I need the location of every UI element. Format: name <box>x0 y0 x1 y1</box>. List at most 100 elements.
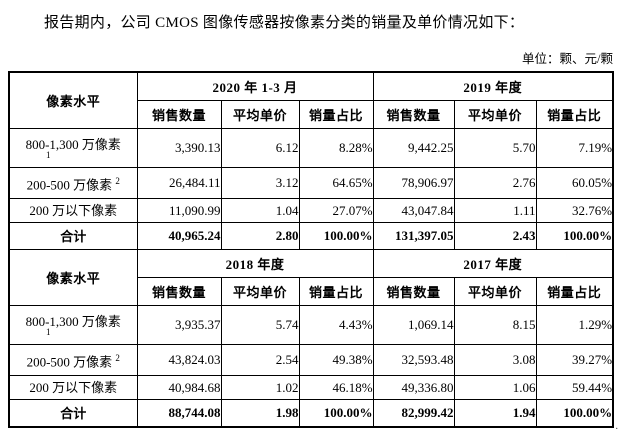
cell-value: 100.00% <box>535 399 614 428</box>
cmos-sales-table: 像素水平 2020 年 1-3 月 2019 年度 销售数量 平均单价 销量占比… <box>8 71 615 428</box>
row-label-text: 800-1,300 万像素 <box>25 136 121 152</box>
cell-value: 1.11 <box>453 198 537 223</box>
subheader-sales-quantity: 销售数量 <box>136 100 222 129</box>
cell-value: 32,593.48 <box>372 344 455 376</box>
cell-value: 11,090.99 <box>136 198 222 223</box>
cell-value: 4.43% <box>298 305 374 345</box>
cell-value: 100.00% <box>298 222 374 250</box>
cell-value: 7.19% <box>535 128 614 168</box>
cell-value: 60.05% <box>535 167 614 199</box>
table-row: 200 万以下像素 11,090.99 1.04 27.07% 43,047.8… <box>8 198 614 223</box>
row-label-total: 合计 <box>8 399 138 428</box>
row-label-text: 200 万以下像素 <box>29 203 118 218</box>
table-row: 800-1,300 万像素 1 3,935.37 5.74 4.43% 1,06… <box>8 305 614 345</box>
row-label-total: 合计 <box>8 222 138 250</box>
footnote-marker-below: 1 <box>46 326 51 337</box>
cell-value: 78,906.97 <box>372 167 455 199</box>
cell-value: 3,390.13 <box>136 128 222 168</box>
cell-value: 40,984.68 <box>136 375 222 400</box>
cell-value: 3,935.37 <box>136 305 222 345</box>
cell-value: 1.98 <box>220 399 300 428</box>
unit-label: 单位：颗、元/颗 <box>522 52 613 66</box>
stray-period-mark: . <box>615 421 619 432</box>
cell-value: 43,047.84 <box>372 198 455 223</box>
header-row-periods-1: 像素水平 2020 年 1-3 月 2019 年度 <box>8 71 614 129</box>
cell-value: 3.12 <box>220 167 300 199</box>
subheader-sales-quantity: 销售数量 <box>372 277 455 306</box>
cell-value: 43,824.03 <box>136 344 222 376</box>
cell-value: 59.44% <box>535 375 614 400</box>
row-label-text: 800-1,300 万像素 <box>25 313 121 329</box>
period-header-2019: 2019 年度 <box>372 71 614 101</box>
cell-value: 9,442.25 <box>372 128 455 168</box>
cell-value: 131,397.05 <box>372 222 455 250</box>
footnote-marker: 2 <box>115 175 120 186</box>
row-label-text: 200 万以下像素 <box>29 380 118 395</box>
subheader-volume-share: 销量占比 <box>298 100 374 129</box>
row-label-text: 合计 <box>60 405 87 421</box>
footnote-marker-below: 1 <box>46 149 51 160</box>
table-row: 200-500 万像素 2 26,484.11 3.12 64.65% 78,9… <box>8 167 614 199</box>
cell-value: 8.15 <box>453 305 537 345</box>
cell-value: 2.54 <box>220 344 300 376</box>
footnote-marker: 2 <box>115 352 120 363</box>
header-row-metrics-1: 销售数量 平均单价 销量占比 销售数量 平均单价 销量占比 <box>9 100 614 129</box>
total-row: 合计 40,965.24 2.80 100.00% 131,397.05 2.4… <box>8 222 614 250</box>
row-label-under-200mp: 200 万以下像素 <box>8 198 138 223</box>
row-label-200-500mp: 200-500 万像素 2 <box>8 167 138 199</box>
cell-value: 1.29% <box>535 305 614 345</box>
cell-value: 39.27% <box>535 344 614 376</box>
cell-value: 40,965.24 <box>136 222 222 250</box>
subheader-sales-quantity: 销售数量 <box>372 100 455 129</box>
total-row: 合计 88,744.08 1.98 100.00% 82,999.42 1.94… <box>8 399 614 428</box>
subheader-volume-share: 销量占比 <box>535 277 614 306</box>
cell-value: 1.04 <box>220 198 300 223</box>
pixel-level-header: 像素水平 <box>8 71 138 129</box>
cell-value: 8.28% <box>298 128 374 168</box>
subheader-sales-quantity: 销售数量 <box>136 277 222 306</box>
row-label-text: 200-500 万像素 <box>26 354 113 370</box>
cell-value: 5.70 <box>453 128 537 168</box>
table-row: 200-500 万像素 2 43,824.03 2.54 49.38% 32,5… <box>8 344 614 376</box>
cell-value: 49,336.80 <box>372 375 455 400</box>
cell-value: 32.76% <box>535 198 614 223</box>
period-header-2017: 2017 年度 <box>372 249 614 278</box>
subheader-average-price: 平均单价 <box>220 100 300 129</box>
period-header-2020q1: 2020 年 1-3 月 <box>136 71 374 101</box>
row-label-800-1300mp: 800-1,300 万像素 1 <box>8 305 138 345</box>
subheader-volume-share: 销量占比 <box>535 100 614 129</box>
cell-value: 27.07% <box>298 198 374 223</box>
cell-value: 100.00% <box>535 222 614 250</box>
cell-value: 1.06 <box>453 375 537 400</box>
table-row: 200 万以下像素 40,984.68 1.02 46.18% 49,336.8… <box>8 375 614 400</box>
cell-value: 2.76 <box>453 167 537 199</box>
cell-value: 6.12 <box>220 128 300 168</box>
subheader-average-price: 平均单价 <box>453 100 537 129</box>
row-label-800-1300mp: 800-1,300 万像素 1 <box>8 128 138 168</box>
header-row-periods-2: 像素水平 2018 年度 2017 年度 <box>8 249 614 306</box>
cell-value: 46.18% <box>298 375 374 400</box>
row-label-under-200mp: 200 万以下像素 <box>8 375 138 400</box>
table-row: 800-1,300 万像素 1 3,390.13 6.12 8.28% 9,44… <box>8 128 614 168</box>
cell-value: 2.80 <box>220 222 300 250</box>
cell-value: 1,069.14 <box>372 305 455 345</box>
period-header-2018: 2018 年度 <box>136 249 374 278</box>
row-label-200-500mp: 200-500 万像素 2 <box>8 344 138 376</box>
row-label-text: 200-500 万像素 <box>26 177 113 193</box>
cell-value: 3.08 <box>453 344 537 376</box>
subheader-average-price: 平均单价 <box>220 277 300 306</box>
pixel-level-header: 像素水平 <box>8 249 138 306</box>
cell-value: 49.38% <box>298 344 374 376</box>
cell-value: 2.43 <box>453 222 537 250</box>
cell-value: 5.74 <box>220 305 300 345</box>
cell-value: 1.02 <box>220 375 300 400</box>
row-label-text: 合计 <box>60 228 87 244</box>
cell-value: 64.65% <box>298 167 374 199</box>
cell-value: 26,484.11 <box>136 167 222 199</box>
cell-value: 82,999.42 <box>372 399 455 428</box>
cell-value: 88,744.08 <box>136 399 222 428</box>
header-row-metrics-2: 销售数量 平均单价 销量占比 销售数量 平均单价 销量占比 <box>9 277 614 306</box>
subheader-volume-share: 销量占比 <box>298 277 374 306</box>
cell-value: 100.00% <box>298 399 374 428</box>
page-title: 报告期内，公司 CMOS 图像传感器按像素分类的销量及单价情况如下： <box>44 15 525 31</box>
